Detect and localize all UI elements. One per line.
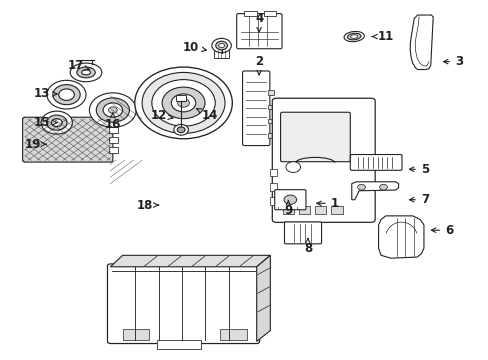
Bar — [122, 329, 149, 339]
Text: 19: 19 — [24, 138, 46, 150]
Bar — [314, 206, 326, 214]
Text: 18: 18 — [136, 199, 158, 212]
Circle shape — [173, 125, 188, 135]
Ellipse shape — [344, 31, 364, 42]
Polygon shape — [110, 255, 270, 267]
Bar — [267, 105, 273, 109]
Bar — [244, 12, 256, 16]
Circle shape — [103, 103, 122, 117]
FancyBboxPatch shape — [22, 117, 113, 162]
Bar — [269, 197, 277, 205]
Circle shape — [96, 98, 129, 122]
Text: 3: 3 — [443, 55, 462, 68]
Bar — [282, 206, 294, 214]
Bar — [176, 95, 185, 101]
Circle shape — [53, 85, 80, 105]
Circle shape — [152, 80, 215, 126]
Circle shape — [379, 184, 386, 190]
FancyBboxPatch shape — [242, 71, 269, 145]
Polygon shape — [378, 216, 423, 258]
Bar — [298, 206, 310, 214]
Bar — [109, 147, 118, 153]
Text: 15: 15 — [34, 116, 57, 129]
Text: 4: 4 — [254, 12, 263, 32]
Bar — [109, 137, 118, 143]
Circle shape — [215, 41, 227, 50]
Text: 2: 2 — [255, 55, 263, 75]
Circle shape — [135, 67, 232, 139]
Polygon shape — [351, 182, 398, 200]
Bar — [264, 12, 276, 16]
Bar — [214, 50, 228, 58]
FancyBboxPatch shape — [349, 154, 401, 170]
Text: 8: 8 — [303, 238, 311, 255]
Bar — [109, 127, 118, 133]
Circle shape — [59, 89, 74, 100]
Polygon shape — [409, 15, 432, 69]
FancyBboxPatch shape — [272, 98, 374, 222]
Text: 10: 10 — [183, 41, 206, 54]
Bar — [267, 134, 273, 138]
FancyBboxPatch shape — [284, 222, 321, 244]
Circle shape — [47, 80, 86, 109]
Circle shape — [177, 99, 189, 107]
Bar — [267, 119, 273, 123]
Circle shape — [171, 94, 195, 112]
FancyBboxPatch shape — [236, 14, 282, 49]
Text: 13: 13 — [34, 87, 57, 100]
Circle shape — [218, 43, 224, 48]
Circle shape — [285, 162, 300, 172]
Bar — [269, 183, 277, 191]
Ellipse shape — [347, 33, 360, 40]
Text: 14: 14 — [196, 109, 218, 122]
Text: 1: 1 — [316, 197, 338, 210]
Text: 12: 12 — [151, 109, 173, 122]
Circle shape — [284, 195, 296, 204]
Circle shape — [357, 184, 365, 190]
Circle shape — [41, 111, 72, 134]
Text: 16: 16 — [104, 112, 121, 131]
FancyBboxPatch shape — [274, 190, 305, 210]
Circle shape — [142, 72, 224, 134]
Text: 6: 6 — [430, 224, 452, 237]
Ellipse shape — [81, 70, 90, 75]
FancyBboxPatch shape — [107, 264, 259, 343]
Bar — [157, 340, 200, 349]
Bar — [267, 90, 273, 95]
Circle shape — [46, 115, 67, 130]
Circle shape — [177, 127, 184, 133]
Bar — [269, 168, 277, 176]
Circle shape — [89, 93, 136, 127]
Text: 11: 11 — [371, 30, 393, 43]
Circle shape — [162, 87, 204, 119]
Ellipse shape — [77, 67, 95, 78]
Polygon shape — [256, 255, 270, 341]
Circle shape — [51, 119, 62, 127]
Ellipse shape — [70, 63, 102, 82]
Bar — [220, 329, 246, 339]
Circle shape — [211, 39, 231, 53]
FancyBboxPatch shape — [280, 112, 349, 162]
Text: 9: 9 — [284, 201, 292, 217]
Bar — [330, 206, 342, 214]
Circle shape — [108, 107, 117, 113]
Text: 7: 7 — [408, 193, 428, 206]
Text: 5: 5 — [408, 163, 428, 176]
Ellipse shape — [350, 35, 357, 39]
Text: 17: 17 — [68, 59, 90, 72]
